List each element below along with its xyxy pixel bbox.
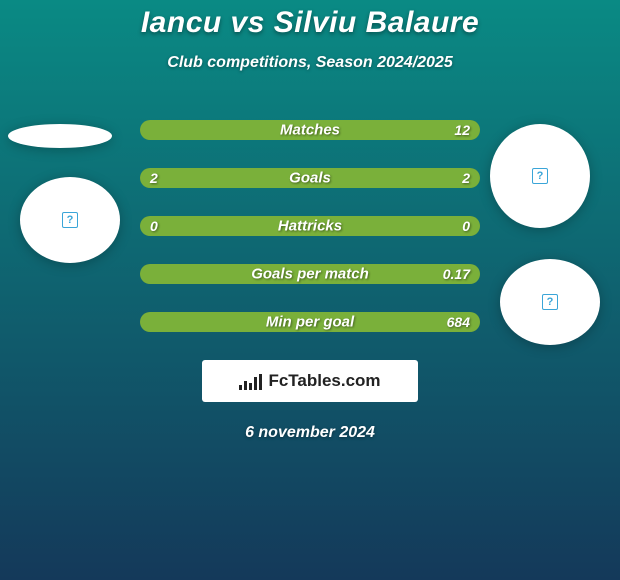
bar-label: Goals <box>289 170 331 187</box>
bar-label: Matches <box>280 122 340 139</box>
subtitle: Club competitions, Season 2024/2025 <box>0 54 620 72</box>
player-circle: ? <box>500 259 600 345</box>
player-circle <box>8 124 112 148</box>
bar-label: Goals per match <box>251 266 369 283</box>
bar-value-left: 0 <box>150 218 158 234</box>
bar-value-right: 0 <box>462 218 470 234</box>
stat-bar: 2 2 Goals <box>140 168 480 188</box>
bar-fill-right <box>310 168 480 188</box>
bar-value-left: 2 <box>150 170 158 186</box>
placeholder-icon: ? <box>532 168 548 184</box>
placeholder-icon: ? <box>542 294 558 310</box>
bar-label: Hattricks <box>278 218 342 235</box>
badge-text: FcTables.com <box>268 371 380 391</box>
player-circle: ? <box>490 124 590 228</box>
bar-value-right: 684 <box>447 314 470 330</box>
badge[interactable]: FcTables.com <box>202 360 418 402</box>
player-circle: ? <box>20 177 120 263</box>
bar-value-right: 12 <box>454 122 470 138</box>
page-title: Iancu vs Silviu Balaure <box>0 6 620 40</box>
bar-value-right: 0.17 <box>443 266 470 282</box>
stat-bar: 0 0 Hattricks <box>140 216 480 236</box>
placeholder-icon: ? <box>62 212 78 228</box>
bar-value-right: 2 <box>462 170 470 186</box>
stat-bar: 12 Matches <box>140 120 480 140</box>
chart-icon <box>239 372 262 390</box>
bar-label: Min per goal <box>266 314 354 331</box>
stat-bar: 0.17 Goals per match <box>140 264 480 284</box>
stat-bar: 684 Min per goal <box>140 312 480 332</box>
date: 6 november 2024 <box>0 424 620 442</box>
stat-bars: 12 Matches 2 2 Goals 0 0 Hattricks 0.17 Goals per… <box>140 120 480 332</box>
bar-fill-left <box>140 168 310 188</box>
